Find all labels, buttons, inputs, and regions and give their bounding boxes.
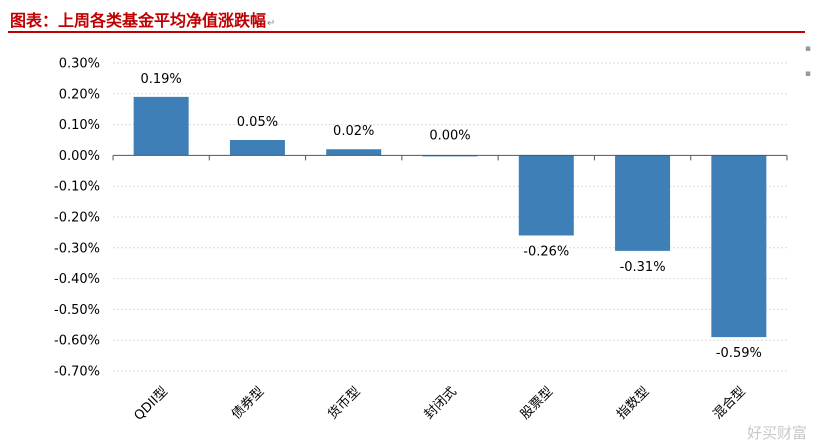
watermark-text: 好买财富 (746, 424, 807, 442)
data-label: 0.05% (237, 115, 278, 130)
y-tick-label: 0.10% (59, 118, 100, 133)
data-label: -0.31% (620, 260, 666, 275)
x-tick-label: 债券型 (228, 384, 267, 423)
y-axis-tick-labels: 0.30% 0.20% 0.10% 0.00% -0.10% -0.20% -0.30% -0… (54, 57, 100, 380)
y-tick-label: -0.10% (54, 180, 100, 195)
bar (518, 155, 574, 236)
edge-marker-icon: ▪ (804, 44, 811, 54)
data-label: -0.59% (716, 346, 762, 361)
bar (711, 155, 767, 338)
edge-marker-icon: ▪ (804, 69, 811, 79)
x-axis-tick-labels: QDII型 债券型 货币型 封闭式 股票型 指数型 混合型 (131, 384, 748, 424)
bar (326, 149, 382, 156)
y-tick-label: -0.20% (54, 211, 100, 226)
return-mark-icon: ↵ (267, 18, 276, 29)
x-tick-label: 封闭式 (422, 384, 460, 422)
y-tick-label: -0.70% (54, 365, 100, 380)
y-tick-label: -0.30% (54, 241, 100, 256)
bar (229, 140, 285, 156)
chart-title: 图表：上周各类基金平均净值涨跌幅↵ (10, 7, 275, 31)
x-tick-label: 股票型 (518, 384, 556, 422)
bar (615, 155, 671, 251)
bars (133, 96, 767, 338)
data-labels: 0.19% 0.05% 0.02% 0.00% -0.26% -0.31% -0.59% (140, 72, 761, 361)
x-tick-label: QDII型 (131, 384, 171, 424)
y-tick-label: -0.60% (54, 334, 100, 349)
y-tick-label: 0.30% (59, 57, 100, 72)
grid-lines (113, 62, 787, 372)
zero-axis (112, 154, 788, 161)
x-tick-label: 混合型 (710, 384, 748, 422)
chart-title-text: 图表：上周各类基金平均净值涨跌幅 (10, 11, 267, 30)
data-label: 0.02% (333, 124, 374, 139)
y-tick-label: 0.00% (59, 149, 100, 164)
x-tick-label: 货币型 (325, 384, 364, 423)
y-tick-label: -0.50% (54, 303, 100, 318)
y-tick-label: -0.40% (54, 272, 100, 287)
y-tick-label: 0.20% (59, 87, 100, 102)
title-divider (8, 31, 805, 33)
data-label: 0.19% (140, 72, 181, 87)
data-label: -0.26% (523, 244, 569, 259)
bar (133, 96, 189, 156)
data-label: 0.00% (429, 128, 470, 143)
x-tick-label: 指数型 (614, 384, 652, 422)
